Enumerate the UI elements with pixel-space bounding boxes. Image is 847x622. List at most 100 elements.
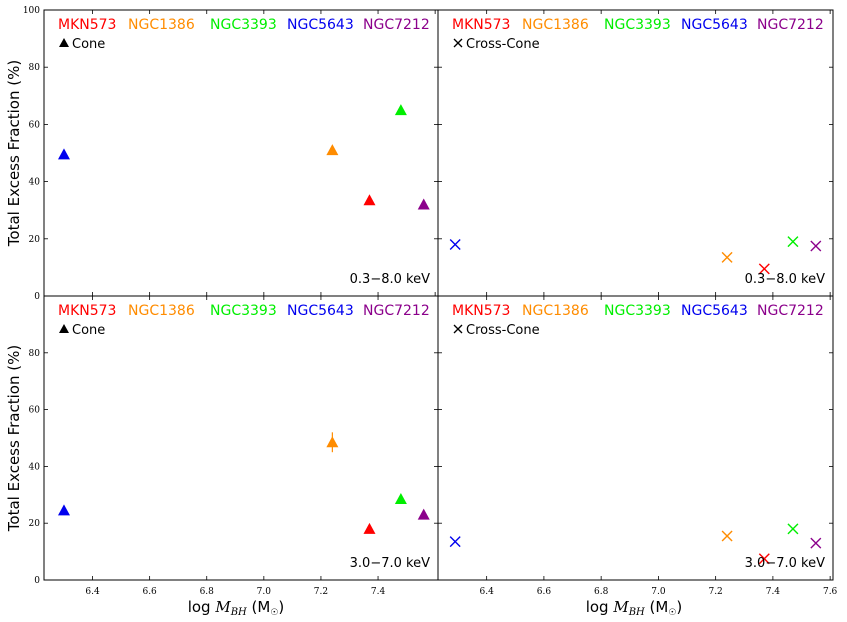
- y-tick-label: 60: [29, 120, 41, 130]
- legend-name-mkn573: MKN573: [58, 17, 116, 33]
- y-tick-label: 80: [29, 63, 41, 73]
- x-tick-label: 6.4: [85, 587, 100, 597]
- legend-name-ngc5643: NGC5643: [681, 17, 748, 33]
- x-axis-unit-close: ): [676, 598, 682, 616]
- point-ngc5643: [449, 239, 461, 251]
- x-axis-prefix: log: [586, 598, 614, 616]
- x-axis-unit-sub: ☉: [668, 608, 676, 618]
- x-axis-title-left: log MBH (M☉): [188, 598, 285, 618]
- point-x-stroke: [810, 240, 822, 252]
- legend-name-ngc5643: NGC5643: [681, 303, 748, 319]
- x-axis-unit-open: (M: [645, 598, 669, 616]
- x-axis-sub: BH: [628, 607, 645, 618]
- legend-name-ngc1386: NGC1386: [522, 303, 589, 319]
- point-mkn573: [363, 194, 376, 206]
- x-axis-sub: BH: [230, 607, 247, 618]
- legend-name-ngc5643: NGC5643: [287, 303, 354, 319]
- x-axis-unit-close: ): [278, 598, 284, 616]
- x-tick-label: 7.2: [708, 587, 722, 597]
- point-ngc7212: [810, 240, 822, 252]
- panels: 0 20 40 60 80 100 MKN573 NGC1386 NGC3393 NGC5643 N…: [23, 6, 838, 597]
- legend-name-ngc3393: NGC3393: [210, 17, 277, 33]
- point-ngc5643: [449, 536, 461, 548]
- x-axis-unit-sub: ☉: [270, 608, 278, 618]
- x-tick-label: 6.4: [479, 587, 494, 597]
- x-tick-label: 6.8: [200, 587, 215, 597]
- point-ngc5643: [57, 504, 70, 516]
- legend-name-ngc5643: NGC5643: [287, 17, 354, 33]
- panel-frame: [43, 295, 439, 581]
- x-axis-title-right: log MBH (M☉): [586, 598, 683, 618]
- point-ngc7212: [810, 537, 822, 549]
- point-x-stroke: [787, 523, 799, 535]
- energy-band-label: 3.0−7.0 keV: [350, 556, 430, 571]
- y-tick-label: 0: [34, 292, 40, 302]
- point-ngc3393: [394, 493, 407, 505]
- panel-top-left: 0 20 40 60 80 100 MKN573 NGC1386 NGC3393 NGC5643 N…: [23, 6, 439, 302]
- point-ngc3393: [394, 104, 407, 116]
- legend-marker-triangle: [59, 38, 69, 47]
- y-tick-label: 0: [34, 576, 40, 586]
- legend-name-mkn573: MKN573: [452, 17, 510, 33]
- legend-marker-label: Cone: [72, 37, 105, 52]
- legend-name-ngc3393: NGC3393: [210, 303, 277, 319]
- legend-marker-label: Cone: [72, 323, 105, 338]
- x-tick-label: 6.6: [142, 587, 157, 597]
- x-tick-label: 7.0: [651, 587, 666, 597]
- energy-band-label: 3.0−7.0 keV: [745, 556, 825, 571]
- y-axis-title-bottom: Total Excess Fraction (%): [5, 345, 23, 532]
- legend-name-mkn573: MKN573: [58, 303, 116, 319]
- x-tick-label: 7.2: [314, 587, 328, 597]
- point-x-stroke: [787, 236, 799, 248]
- legend-name-ngc1386: NGC1386: [522, 17, 589, 33]
- legend-name-ngc7212: NGC7212: [757, 303, 824, 319]
- point-ngc7212: [417, 508, 430, 520]
- x-axis-prefix: log: [188, 598, 216, 616]
- y-tick-label: 100: [23, 6, 40, 16]
- point-ngc7212: [417, 198, 430, 210]
- x-axis-var: M: [214, 598, 231, 616]
- x-tick-label: 7.0: [257, 587, 272, 597]
- legend-name-ngc3393: NGC3393: [604, 303, 671, 319]
- x-axis-var: M: [612, 598, 629, 616]
- x-axis-unit-open: (M: [247, 598, 271, 616]
- panel-frame: [43, 9, 439, 297]
- legend-name-mkn573: MKN573: [452, 303, 510, 319]
- point-ngc1386: [721, 530, 733, 542]
- point-x-stroke: [449, 239, 461, 251]
- y-tick-label: 40: [29, 462, 41, 472]
- legend-name-ngc3393: NGC3393: [604, 17, 671, 33]
- legend-name-ngc1386: NGC1386: [128, 303, 195, 319]
- legend-name-ngc7212: NGC7212: [757, 17, 824, 33]
- panel-frame: [437, 295, 834, 581]
- legend-marker-x: [453, 324, 463, 334]
- x-tick-label: 7.4: [766, 587, 781, 597]
- point-x-stroke: [449, 536, 461, 548]
- panel-top-right: MKN573 NGC1386 NGC3393 NGC5643 NGC7212 Cross-…: [437, 9, 834, 297]
- legend-marker-label: Cross-Cone: [466, 323, 540, 338]
- legend-marker-x: [453, 38, 463, 48]
- energy-band-label: 0.3−8.0 keV: [350, 272, 430, 287]
- point-x-stroke: [810, 537, 822, 549]
- point-x-stroke: [758, 553, 770, 565]
- y-tick-label: 20: [29, 519, 41, 529]
- panel-bottom-right: 6.4 6.6 6.8 7.0 7.2 7.4 7.6 MKN573 NGC1386 NGC339…: [437, 295, 838, 597]
- point-ngc5643: [57, 148, 70, 160]
- x-tick-label: 7.4: [371, 587, 386, 597]
- y-axis-title: Total Excess Fraction (%): [5, 60, 23, 247]
- legend-marker-label: Cross-Cone: [466, 37, 540, 52]
- point-x-stroke: [721, 530, 733, 542]
- point-ngc1386: [326, 436, 339, 448]
- point-mkn573: [758, 263, 770, 275]
- point-ngc1386: [721, 251, 733, 263]
- point-ngc1386: [326, 144, 339, 156]
- y-tick-label: 40: [29, 178, 41, 188]
- x-tick-label: 7.6: [823, 587, 838, 597]
- y-tick-label: 60: [29, 406, 41, 416]
- panel-frame: [437, 9, 834, 297]
- y-tick-label: 20: [29, 235, 41, 245]
- legend-marker-triangle: [59, 324, 69, 333]
- point-ngc3393: [787, 236, 799, 248]
